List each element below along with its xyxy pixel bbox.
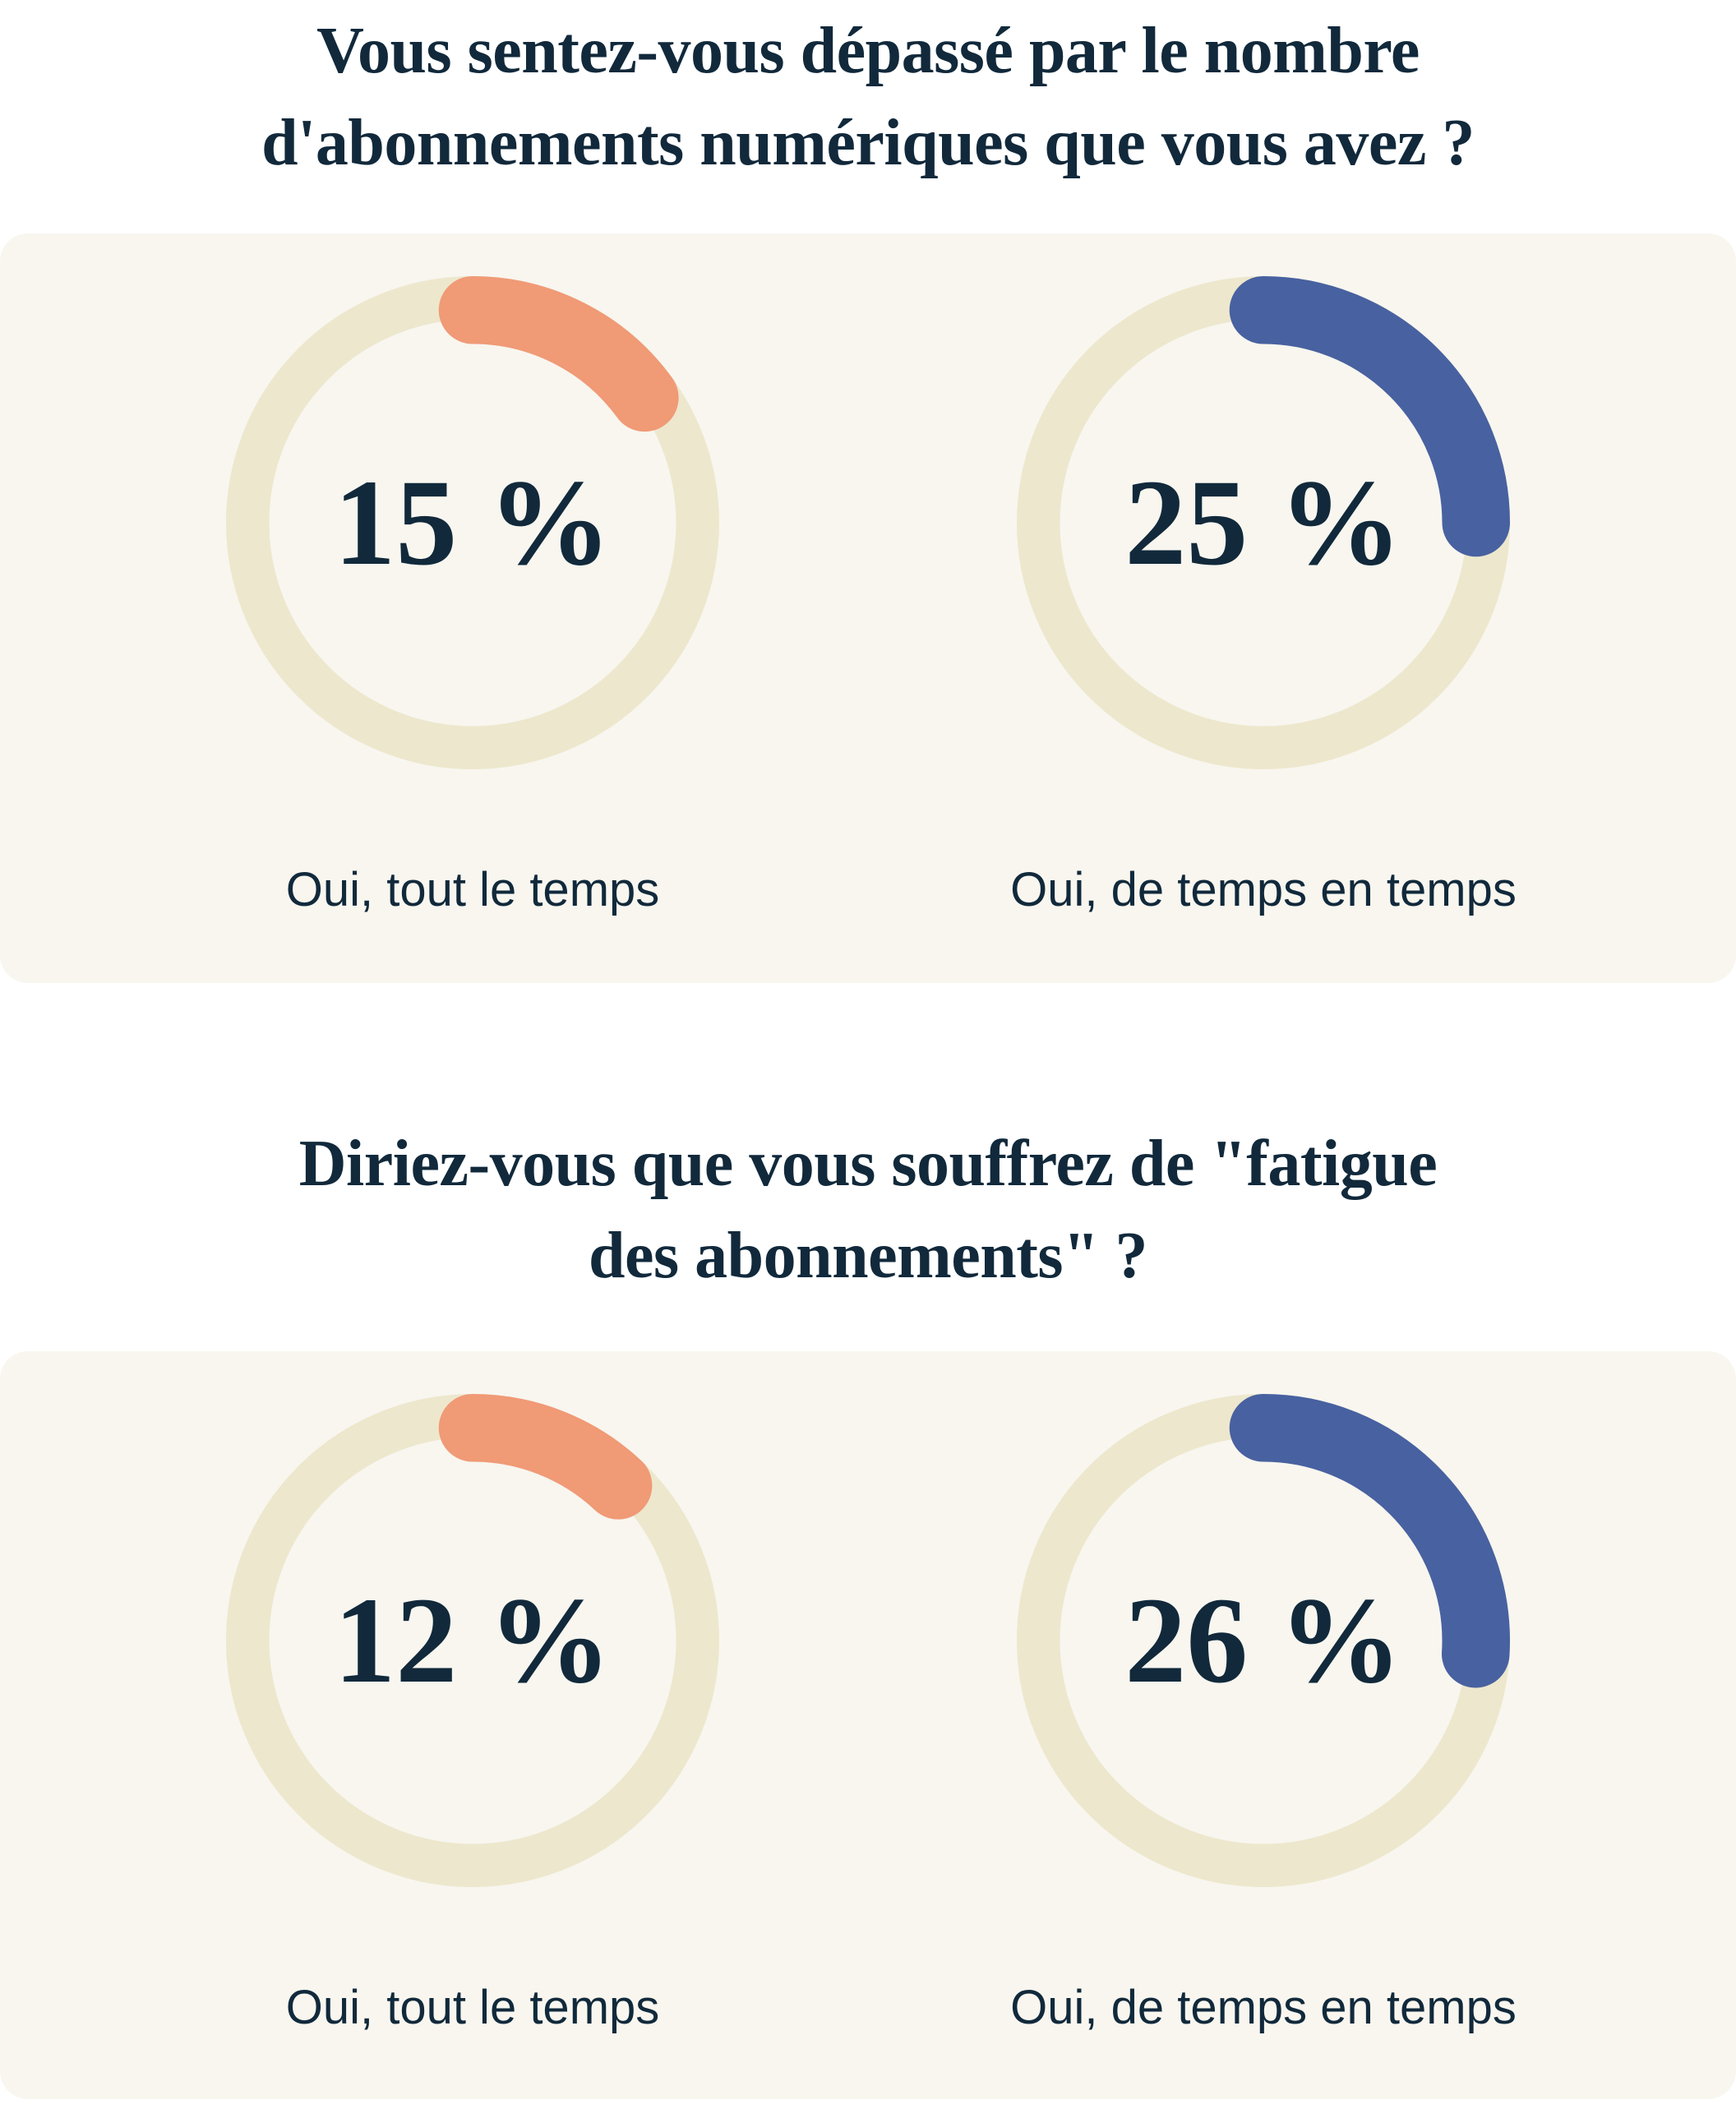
donut-gauge: 26 % — [1017, 1394, 1510, 1887]
donut-percentage-value: 25 % — [1124, 455, 1402, 591]
donut-chart-sometimes: 26 % Oui, de temps en temps — [868, 1394, 1659, 2032]
donut-ring-svg — [1017, 1394, 1510, 1887]
results-card: 12 % Oui, tout le temps 26 % Oui, de tem… — [0, 1351, 1736, 2099]
donut-category-label: Oui, de temps en temps — [1010, 1981, 1517, 2034]
donut-category-label: Oui, tout le temps — [285, 1981, 660, 2034]
donut-value-arc — [226, 1394, 719, 1887]
question-title: Vous sentez-vous dépassé par le nombre d… — [261, 15, 1475, 179]
donut-category-label: Oui, de temps en temps — [1010, 863, 1517, 916]
donut-chart-always: 15 % Oui, tout le temps — [77, 276, 868, 914]
donut-value-arc — [1017, 276, 1510, 769]
subscription-survey-infographic: Vous sentez-vous dépassé par le nombre d… — [0, 5, 1736, 2099]
donut-ring-svg — [226, 276, 719, 769]
question-section-fatigue: Diriez-vous que vous souffrez de "fatigu… — [0, 1118, 1736, 2099]
donut-gauge: 25 % — [1017, 276, 1510, 769]
donut-gauge: 15 % — [226, 276, 719, 769]
donut-ring-svg — [1017, 276, 1510, 769]
donut-percentage-value: 12 % — [334, 1572, 612, 1709]
donut-chart-always: 12 % Oui, tout le temps — [77, 1394, 868, 2032]
results-card: 15 % Oui, tout le temps 25 % Oui, de tem… — [0, 233, 1736, 983]
donut-value-arc — [226, 276, 719, 769]
donut-gauge: 12 % — [226, 1394, 719, 1887]
donut-value-arc — [1017, 1394, 1510, 1887]
donut-ring-svg — [226, 1394, 719, 1887]
question-title: Diriez-vous que vous souffrez de "fatigu… — [298, 1128, 1438, 1292]
donut-category-label: Oui, tout le temps — [285, 863, 660, 916]
donut-chart-sometimes: 25 % Oui, de temps en temps — [868, 276, 1659, 914]
donut-percentage-value: 26 % — [1124, 1572, 1402, 1709]
donut-percentage-value: 15 % — [334, 455, 612, 591]
question-section-overwhelmed: Vous sentez-vous dépassé par le nombre d… — [0, 5, 1736, 983]
